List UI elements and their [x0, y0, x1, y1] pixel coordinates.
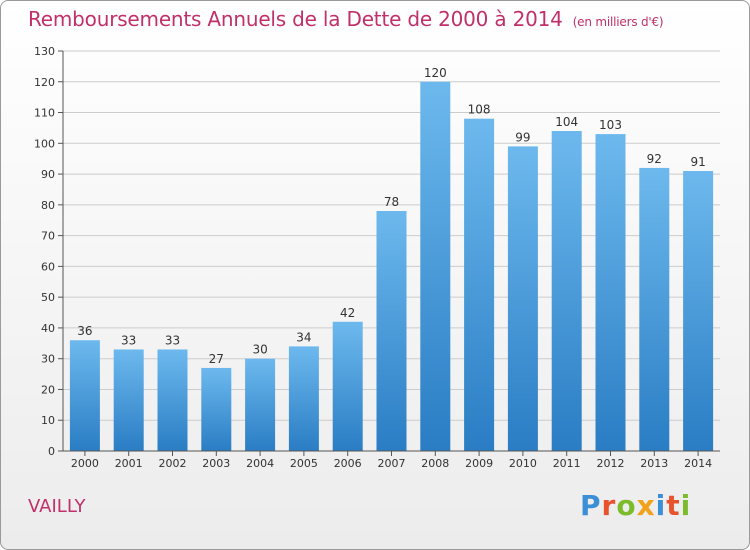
logo-letter: x — [636, 489, 656, 522]
data-label: 42 — [340, 306, 355, 320]
x-tick-label: 2010 — [509, 457, 537, 470]
data-label: 36 — [77, 324, 92, 338]
data-label: 34 — [296, 330, 311, 344]
bar — [113, 349, 144, 451]
logo-letter: i — [680, 489, 692, 522]
bar — [69, 340, 100, 451]
x-tick-label: 2013 — [640, 457, 668, 470]
bar — [595, 134, 626, 452]
bar — [683, 171, 714, 451]
logo-letter: o — [616, 489, 637, 522]
chart-title: Remboursements Annuels de la Dette de 20… — [28, 7, 664, 31]
x-tick-label: 2002 — [159, 457, 187, 470]
bar — [288, 346, 319, 451]
data-label: 33 — [165, 333, 180, 347]
y-tick-label: 80 — [41, 199, 55, 212]
data-label: 91 — [690, 155, 705, 169]
bar — [639, 167, 670, 451]
chart-subtitle: (en milliers d'€) — [572, 15, 664, 29]
x-tick-label: 2000 — [71, 457, 99, 470]
y-tick-label: 130 — [34, 45, 55, 58]
x-tick-label: 2006 — [334, 457, 362, 470]
bar — [551, 131, 582, 451]
logo-letter: P — [580, 489, 602, 522]
x-tick-label: 2008 — [421, 457, 449, 470]
x-tick-label: 2007 — [378, 457, 406, 470]
x-tick-label: 2014 — [684, 457, 712, 470]
bar — [464, 118, 495, 451]
commune-name: VAILLY — [28, 496, 86, 517]
y-tick-label: 40 — [41, 322, 55, 335]
y-tick-label: 30 — [41, 353, 55, 366]
y-tick-label: 0 — [48, 445, 55, 458]
y-tick-label: 20 — [41, 383, 55, 396]
y-tick-label: 10 — [41, 414, 55, 427]
y-tick-label: 110 — [34, 107, 55, 120]
y-tick-label: 70 — [41, 230, 55, 243]
logo-letter: r — [601, 489, 617, 522]
logo-letter: i — [655, 489, 667, 522]
x-tick-label: 2009 — [465, 457, 493, 470]
y-tick-label: 120 — [34, 76, 55, 89]
x-tick-label: 2004 — [246, 457, 274, 470]
data-label: 104 — [555, 115, 578, 129]
data-label: 33 — [121, 333, 136, 347]
x-tick-label: 2005 — [290, 457, 318, 470]
bar — [507, 146, 538, 451]
y-tick-label: 100 — [34, 137, 55, 150]
data-label: 99 — [515, 130, 530, 144]
y-tick-label: 90 — [41, 168, 55, 181]
data-label: 108 — [468, 103, 491, 117]
bar — [157, 349, 188, 451]
x-tick-label: 2001 — [115, 457, 143, 470]
x-tick-label: 2011 — [553, 457, 581, 470]
data-label: 27 — [209, 352, 224, 366]
logo-letter: t — [666, 489, 681, 522]
x-tick-label: 2003 — [202, 457, 230, 470]
data-label: 120 — [424, 66, 447, 80]
bar — [245, 358, 276, 451]
data-label: 78 — [384, 195, 399, 209]
x-tick-label: 2012 — [597, 457, 625, 470]
data-label: 103 — [599, 118, 622, 132]
bar — [201, 367, 232, 451]
bar — [376, 211, 407, 451]
proxiti-logo: Proxiti — [580, 489, 691, 522]
bar — [332, 321, 363, 451]
bar — [420, 81, 451, 452]
y-tick-label: 60 — [41, 260, 55, 273]
data-label: 92 — [647, 152, 662, 166]
chart-title-text: Remboursements Annuels de la Dette de 20… — [28, 7, 563, 31]
data-label: 30 — [252, 343, 267, 357]
y-tick-label: 50 — [41, 291, 55, 304]
